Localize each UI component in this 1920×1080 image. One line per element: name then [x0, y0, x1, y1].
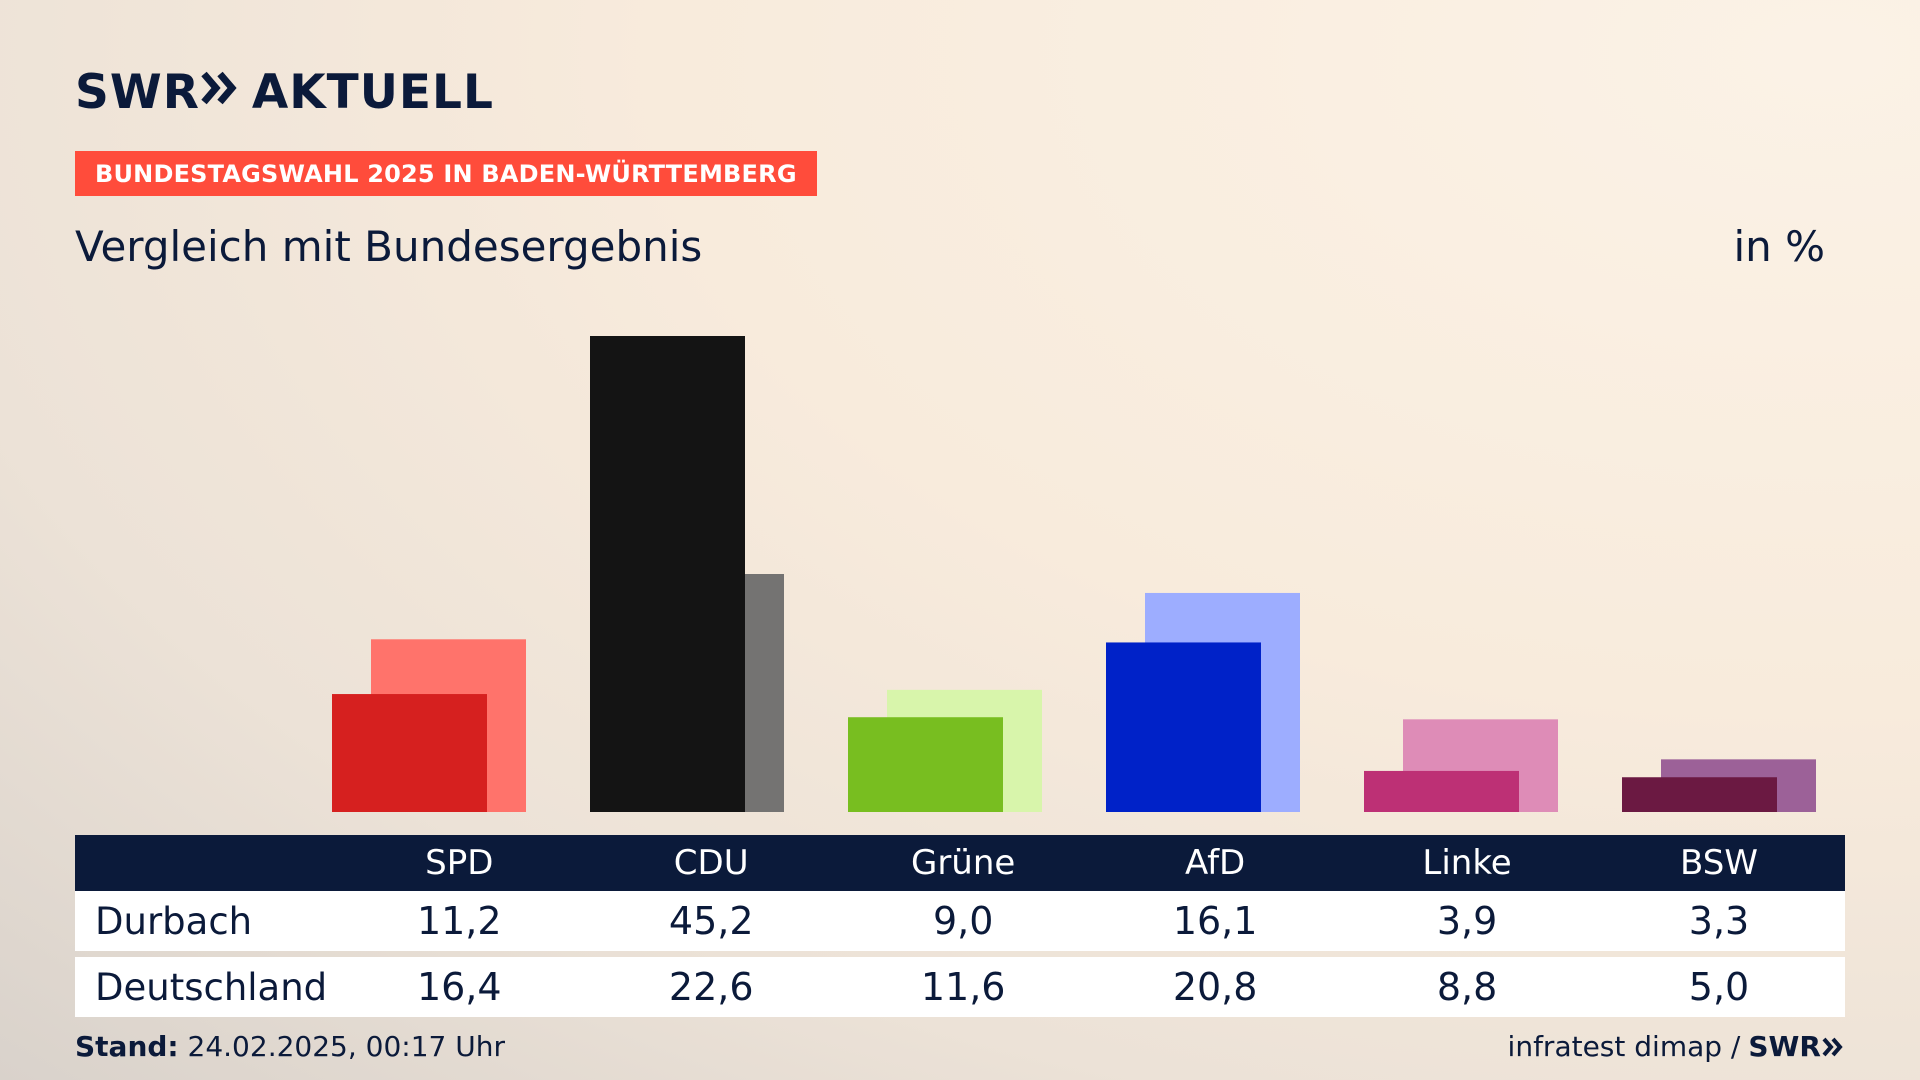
- bar-durbach-spd: [332, 694, 487, 812]
- bar-durbach-cdu: [590, 336, 745, 812]
- value-cell: 45,2: [668, 899, 754, 943]
- row-label: Durbach: [95, 899, 253, 943]
- source-credit: infratest dimap / SWR: [1508, 1030, 1845, 1063]
- election-badge: BUNDESTAGSWAHL 2025 IN BADEN-WÜRTTEMBERG: [75, 151, 817, 196]
- value-cell: 3,9: [1436, 899, 1498, 943]
- bar-durbach-linke: [1364, 770, 1519, 812]
- table-row: Deutschland 16,4 22,6 11,6 20,8 8,8 5,0: [75, 957, 1845, 1017]
- value-cell: 11,6: [920, 965, 1006, 1009]
- value-cell: 9,0: [932, 899, 994, 943]
- source-brand-text: SWR: [1748, 1030, 1821, 1063]
- swr-aktuell-logo: SWR AKTUELL: [75, 68, 494, 116]
- value-cell: 16,1: [1172, 899, 1258, 943]
- table-row: Durbach 11,2 45,2 9,0 16,1 3,9 3,3: [75, 891, 1845, 951]
- row-label: Deutschland: [95, 965, 328, 1009]
- stand-label: Stand:: [75, 1030, 179, 1063]
- value-cell: 8,8: [1436, 965, 1498, 1009]
- column-header-afd: AfD: [1185, 843, 1246, 883]
- column-header-spd: SPD: [425, 843, 494, 883]
- value-cell: 20,8: [1172, 965, 1258, 1009]
- timestamp: Stand: 24.02.2025, 00:17 Uhr: [75, 1030, 505, 1063]
- value-cell: 11,2: [416, 899, 502, 943]
- value-cell: 5,0: [1688, 965, 1750, 1009]
- logo-swr-text: SWR: [75, 64, 200, 120]
- bar-durbach-grüne: [848, 717, 1003, 812]
- double-chevron-right-icon: [1822, 1037, 1843, 1056]
- source-text: infratest dimap /: [1507, 1030, 1741, 1063]
- logo-aktuell-text: AKTUELL: [251, 64, 494, 120]
- bar-durbach-afd: [1106, 642, 1261, 812]
- value-cell: 16,4: [416, 965, 502, 1009]
- column-header-bsw: BSW: [1680, 843, 1758, 883]
- double-chevron-right-icon: [200, 68, 240, 116]
- stand-value: 24.02.2025, 00:17 Uhr: [187, 1030, 505, 1063]
- bar-durbach-bsw: [1622, 777, 1777, 812]
- column-header-grüne: Grüne: [910, 843, 1016, 883]
- column-header-linke: Linke: [1422, 843, 1512, 883]
- column-header-cdu: CDU: [673, 843, 749, 883]
- results-table: SPD CDU Grüne AfD Linke BSW Durbach 11,2 45,2 9,…: [75, 835, 1845, 1017]
- unit-label: in %: [1733, 222, 1825, 271]
- source-brand: SWR: [1748, 1030, 1845, 1063]
- value-cell: 3,3: [1688, 899, 1750, 943]
- chart-title: Vergleich mit Bundesergebnis: [75, 222, 703, 271]
- value-cell: 22,6: [668, 965, 754, 1009]
- table-header: SPD CDU Grüne AfD Linke BSW: [75, 835, 1845, 891]
